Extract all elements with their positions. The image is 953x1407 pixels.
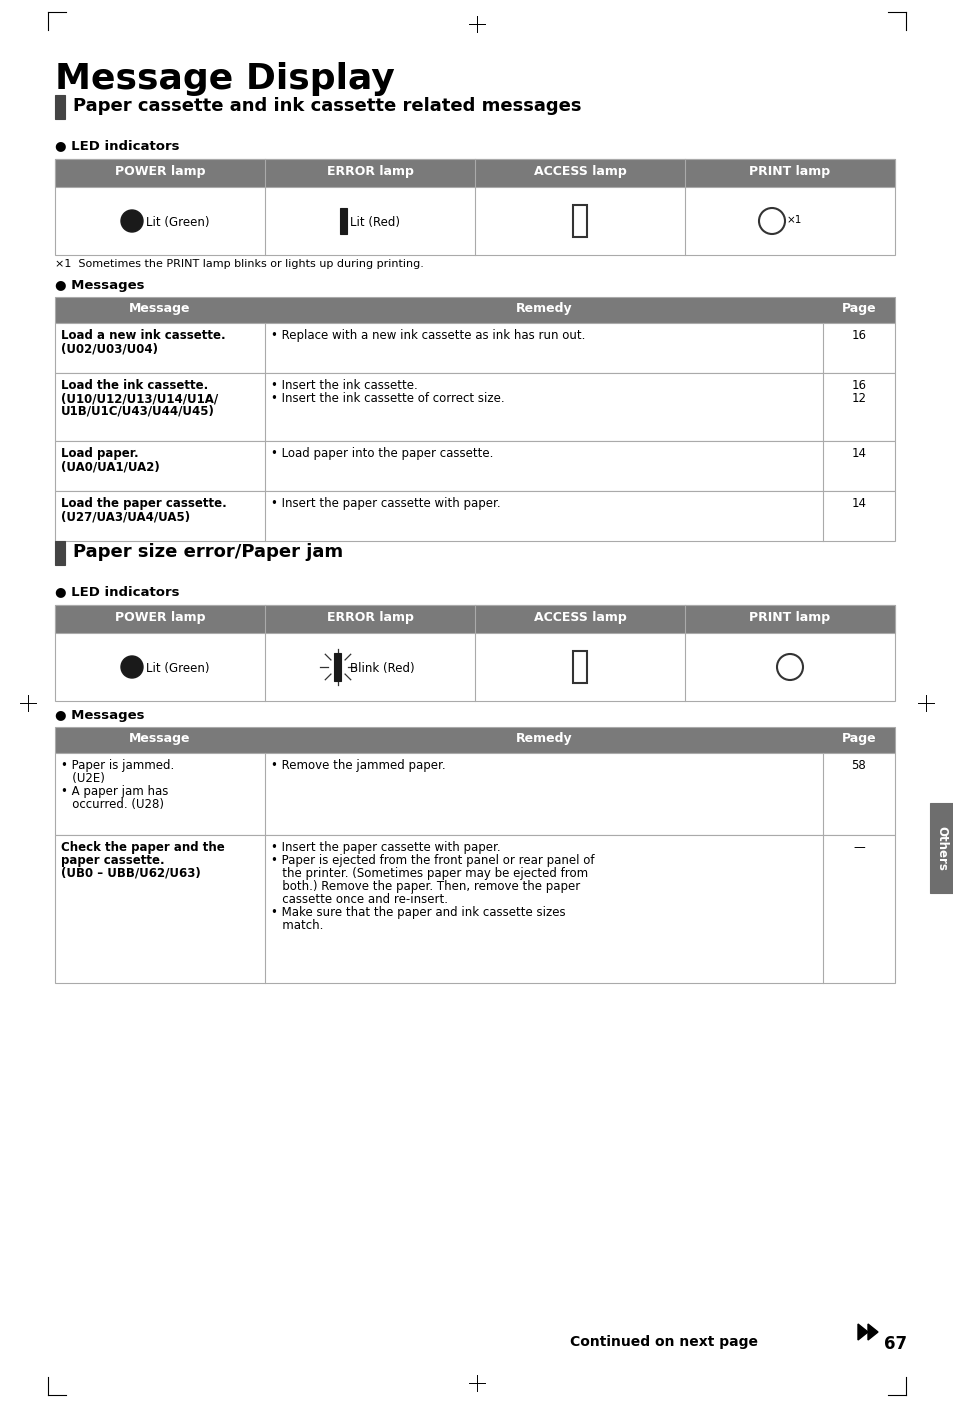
Circle shape [121, 210, 143, 232]
Bar [339, 208, 347, 234]
Bar [55, 834, 894, 983]
Text: Check the paper and the: Check the paper and the [61, 841, 225, 854]
Text: ×1: ×1 [786, 215, 801, 225]
Text: ● Messages: ● Messages [55, 709, 144, 722]
Bar [573, 205, 586, 236]
Bar [55, 96, 65, 120]
Bar [334, 653, 340, 681]
Bar [55, 491, 894, 542]
Text: Blink (Red): Blink (Red) [350, 663, 415, 675]
Text: ● LED indicators: ● LED indicators [55, 139, 179, 152]
Polygon shape [867, 1324, 877, 1339]
Bar [573, 651, 586, 682]
Text: • A paper jam has: • A paper jam has [61, 785, 168, 798]
Text: ERROR lamp: ERROR lamp [326, 165, 413, 179]
Circle shape [121, 656, 143, 678]
Text: • Remove the jammed paper.: • Remove the jammed paper. [271, 758, 445, 772]
Text: Paper cassette and ink cassette related messages: Paper cassette and ink cassette related … [73, 97, 581, 115]
Text: U1B/U1C/U43/U44/U45): U1B/U1C/U43/U44/U45) [61, 405, 214, 418]
Text: • Insert the ink cassette of correct size.: • Insert the ink cassette of correct siz… [271, 393, 504, 405]
Text: Continued on next page: Continued on next page [569, 1335, 758, 1349]
Bar [55, 605, 894, 633]
Text: —: — [852, 841, 864, 854]
Bar [55, 727, 894, 753]
Text: (U2E): (U2E) [61, 772, 105, 785]
Text: Lit (Green): Lit (Green) [146, 663, 210, 675]
Circle shape [759, 208, 784, 234]
Bar [55, 440, 894, 491]
Text: Message: Message [129, 732, 191, 744]
Text: 16: 16 [851, 329, 865, 342]
Text: Lit (Green): Lit (Green) [146, 217, 210, 229]
Text: POWER lamp: POWER lamp [114, 165, 205, 179]
Bar [929, 803, 953, 893]
Text: ACCESS lamp: ACCESS lamp [533, 611, 626, 623]
Polygon shape [857, 1324, 867, 1339]
Text: (U27/UA3/UA4/UA5): (U27/UA3/UA4/UA5) [61, 509, 190, 523]
Text: 14: 14 [851, 447, 865, 460]
Text: match.: match. [271, 919, 323, 931]
Text: (U10/U12/U13/U14/U1A/: (U10/U12/U13/U14/U1A/ [61, 393, 218, 405]
Bar [55, 159, 894, 187]
Text: Page: Page [841, 303, 876, 315]
Text: • Insert the paper cassette with paper.: • Insert the paper cassette with paper. [271, 841, 500, 854]
Bar [55, 159, 894, 255]
Text: ● Messages: ● Messages [55, 279, 144, 293]
Circle shape [776, 654, 802, 680]
Text: 16: 16 [851, 378, 865, 393]
Bar [55, 542, 65, 566]
Text: • Paper is jammed.: • Paper is jammed. [61, 758, 174, 772]
Text: Load a new ink cassette.: Load a new ink cassette. [61, 329, 226, 342]
Text: Message: Message [129, 303, 191, 315]
Text: • Insert the ink cassette.: • Insert the ink cassette. [271, 378, 417, 393]
Text: Lit (Red): Lit (Red) [350, 217, 399, 229]
Text: • Paper is ejected from the front panel or rear panel of: • Paper is ejected from the front panel … [271, 854, 594, 867]
Text: both.) Remove the paper. Then, remove the paper: both.) Remove the paper. Then, remove th… [271, 879, 579, 893]
Text: Load the ink cassette.: Load the ink cassette. [61, 378, 208, 393]
Text: Message Display: Message Display [55, 62, 395, 96]
Text: Page: Page [841, 732, 876, 744]
Text: ACCESS lamp: ACCESS lamp [533, 165, 626, 179]
Text: ×1  Sometimes the PRINT lamp blinks or lights up during printing.: ×1 Sometimes the PRINT lamp blinks or li… [55, 259, 423, 269]
Text: cassette once and re-insert.: cassette once and re-insert. [271, 893, 448, 906]
Text: ● LED indicators: ● LED indicators [55, 585, 179, 598]
Bar [55, 297, 894, 324]
Text: Paper size error/Paper jam: Paper size error/Paper jam [73, 543, 343, 561]
Text: ERROR lamp: ERROR lamp [326, 611, 413, 623]
Text: PRINT lamp: PRINT lamp [749, 165, 830, 179]
Text: 12: 12 [851, 393, 865, 405]
Text: • Make sure that the paper and ink cassette sizes: • Make sure that the paper and ink casse… [271, 906, 565, 919]
Text: the printer. (Sometimes paper may be ejected from: the printer. (Sometimes paper may be eje… [271, 867, 587, 879]
Text: occurred. (U28): occurred. (U28) [61, 798, 164, 810]
Text: PRINT lamp: PRINT lamp [749, 611, 830, 623]
Text: • Insert the paper cassette with paper.: • Insert the paper cassette with paper. [271, 497, 500, 509]
Bar [55, 324, 894, 373]
Text: (UA0/UA1/UA2): (UA0/UA1/UA2) [61, 460, 159, 473]
Text: • Replace with a new ink cassette as ink has run out.: • Replace with a new ink cassette as ink… [271, 329, 585, 342]
Text: 14: 14 [851, 497, 865, 509]
Text: Others: Others [935, 826, 947, 871]
Text: POWER lamp: POWER lamp [114, 611, 205, 623]
Text: 67: 67 [883, 1335, 906, 1354]
Text: (U02/U03/U04): (U02/U03/U04) [61, 342, 158, 355]
Text: paper cassette.: paper cassette. [61, 854, 165, 867]
Text: • Load paper into the paper cassette.: • Load paper into the paper cassette. [271, 447, 493, 460]
Text: Remedy: Remedy [516, 732, 572, 744]
Text: 58: 58 [851, 758, 865, 772]
Text: Remedy: Remedy [516, 303, 572, 315]
Text: (UB0 – UBB/U62/U63): (UB0 – UBB/U62/U63) [61, 867, 200, 879]
Bar [55, 753, 894, 834]
Bar [55, 373, 894, 440]
Text: Load the paper cassette.: Load the paper cassette. [61, 497, 227, 509]
Text: Load paper.: Load paper. [61, 447, 138, 460]
Bar [55, 605, 894, 701]
